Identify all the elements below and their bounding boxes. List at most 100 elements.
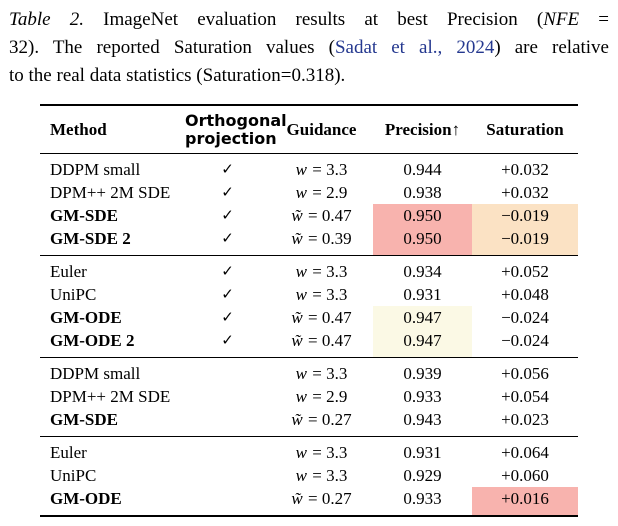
caption-nfe: NFE (543, 9, 580, 30)
checkmark-empty (185, 358, 270, 386)
precision-cell: 0.944 (403, 160, 442, 179)
checkmark-empty (185, 385, 270, 408)
checkmark-icon: ✓ (221, 285, 234, 303)
precision-cell: 0.938 (403, 183, 442, 202)
table-header: Method Orthogonal projection Guidance Pr… (40, 105, 578, 154)
guidance-variable: w̃ (291, 308, 303, 327)
table-row: Euler ✓ w = 3.3 0.934 +0.052 (40, 256, 578, 284)
guidance-variable: w̃ (291, 331, 303, 350)
table-caption: Table 2. ImageNet evaluation results at … (9, 6, 609, 90)
checkmark-empty (185, 487, 270, 516)
guidance-cell: w = 3.3 (295, 443, 348, 462)
method-cell: DPM++ 2M SDE (50, 387, 171, 406)
caption-text-2b: ) are relative (494, 37, 609, 58)
method-cell: GM-SDE (50, 206, 118, 225)
table-row: DPM++ 2M SDE w = 2.9 0.933 +0.054 (40, 385, 578, 408)
saturation-cell: +0.023 (501, 410, 549, 429)
saturation-cell: +0.032 (501, 160, 549, 179)
header-precision: Precision↑ (384, 119, 461, 139)
header-guidance: Guidance (286, 119, 357, 139)
table-row: GM-ODE w̃ = 0.27 0.933 +0.016 (40, 487, 578, 516)
saturation-cell: +0.054 (501, 387, 549, 406)
guidance-cell: w̃ = 0.47 (291, 206, 352, 225)
method-cell: DPM++ 2M SDE (50, 183, 171, 202)
table-row: DDPM small w = 3.3 0.939 +0.056 (40, 358, 578, 386)
precision-cell: 0.931 (403, 285, 442, 304)
checkmark-icon: ✓ (221, 229, 234, 247)
guidance-cell: w = 2.9 (295, 387, 348, 406)
method-cell: UniPC (50, 285, 97, 304)
guidance-cell: w = 3.3 (295, 466, 348, 485)
table-row: GM-ODE 2 ✓ w̃ = 0.47 0.947 −0.024 (40, 329, 578, 358)
table-row: Euler w = 3.3 0.931 +0.064 (40, 437, 578, 465)
guidance-cell: w̃ = 0.27 (291, 410, 352, 429)
saturation-cell: −0.019 (472, 204, 578, 227)
guidance-cell: w̃ = 0.47 (291, 308, 352, 327)
header-orthogonal-line2: projection (185, 128, 277, 148)
citation-link[interactable]: Sadat et al., 2024 (334, 37, 495, 58)
table-group-1: DDPM small ✓ w = 3.3 0.944 +0.032 DPM++ 2M SD… (40, 154, 578, 256)
caption-table-label: Table 2. (9, 9, 84, 30)
precision-cell: 0.939 (403, 364, 442, 383)
checkmark-icon: ✓ (221, 331, 234, 349)
guidance-cell: w = 2.9 (295, 183, 348, 202)
saturation-cell: +0.016 (472, 487, 578, 516)
method-cell: Euler (50, 262, 87, 281)
precision-cell: 0.929 (403, 466, 442, 485)
guidance-cell: w = 3.3 (295, 285, 348, 304)
precision-cell: 0.933 (403, 387, 442, 406)
checkmark-icon: ✓ (221, 206, 234, 224)
guidance-variable: w̃ (291, 489, 303, 508)
precision-cell: 0.950 (373, 204, 472, 227)
method-cell: GM-SDE 2 (50, 229, 131, 248)
checkmark-empty (185, 464, 270, 487)
guidance-variable: w (295, 443, 307, 462)
table-row: DPM++ 2M SDE ✓ w = 2.9 0.938 +0.032 (40, 181, 578, 204)
table-row: GM-SDE ✓ w̃ = 0.47 0.950 −0.019 (40, 204, 578, 227)
header-orthogonal-projection: Orthogonal projection (185, 105, 287, 154)
header-method: Method (50, 119, 107, 139)
page: Table 2. ImageNet evaluation results at … (0, 6, 618, 517)
table-row: GM-SDE w̃ = 0.27 0.943 +0.023 (40, 408, 578, 437)
guidance-variable: w (295, 262, 307, 281)
saturation-cell: −0.019 (472, 227, 578, 256)
caption-text-3: to the real data statistics (Saturation=… (9, 65, 346, 86)
caption-line-3: to the real data statistics (Saturation=… (9, 62, 609, 90)
saturation-cell: −0.024 (501, 331, 549, 350)
precision-cell: 0.933 (403, 489, 442, 508)
table-group-3: DDPM small w = 3.3 0.939 +0.056 DPM++ 2M SDE… (40, 358, 578, 437)
method-cell: DDPM small (50, 364, 141, 383)
checkmark-empty (185, 437, 270, 465)
header-saturation: Saturation (486, 119, 564, 139)
checkmark-icon: ✓ (221, 308, 234, 326)
guidance-variable: w (295, 183, 307, 202)
saturation-cell: +0.056 (501, 364, 549, 383)
checkmark-empty (185, 408, 270, 437)
guidance-cell: w = 3.3 (295, 262, 348, 281)
saturation-cell: +0.032 (501, 183, 549, 202)
guidance-cell: w̃ = 0.47 (291, 331, 352, 350)
guidance-variable: w̃ (291, 229, 303, 248)
table-row: DDPM small ✓ w = 3.3 0.944 +0.032 (40, 154, 578, 182)
header-row: Method Orthogonal projection Guidance Pr… (40, 105, 578, 154)
guidance-cell: w = 3.3 (295, 160, 348, 179)
guidance-cell: w̃ = 0.39 (291, 229, 352, 248)
guidance-variable: w̃ (291, 410, 303, 429)
guidance-cell: w = 3.3 (295, 364, 348, 383)
caption-line-1: Table 2. ImageNet evaluation results at … (9, 6, 609, 34)
caption-text-1b: = (579, 9, 609, 30)
guidance-variable: w (295, 387, 307, 406)
checkmark-icon: ✓ (221, 262, 234, 280)
saturation-cell: +0.060 (501, 466, 549, 485)
checkmark-icon: ✓ (221, 183, 234, 201)
method-cell: UniPC (50, 466, 97, 485)
method-cell: GM-ODE (50, 308, 122, 327)
caption-text-2: 32). The reported Saturation values ( (9, 37, 335, 58)
table-row: UniPC w = 3.3 0.929 +0.060 (40, 464, 578, 487)
table-row: GM-SDE 2 ✓ w̃ = 0.39 0.950 −0.019 (40, 227, 578, 256)
saturation-cell: −0.024 (501, 308, 549, 327)
table-group-2: Euler ✓ w = 3.3 0.934 +0.052 UniPC ✓ w = 3.3 0.9… (40, 256, 578, 358)
method-cell: GM-SDE (50, 410, 118, 429)
table-row: UniPC ✓ w = 3.3 0.931 +0.048 (40, 283, 578, 306)
method-cell: GM-ODE 2 (50, 331, 135, 350)
